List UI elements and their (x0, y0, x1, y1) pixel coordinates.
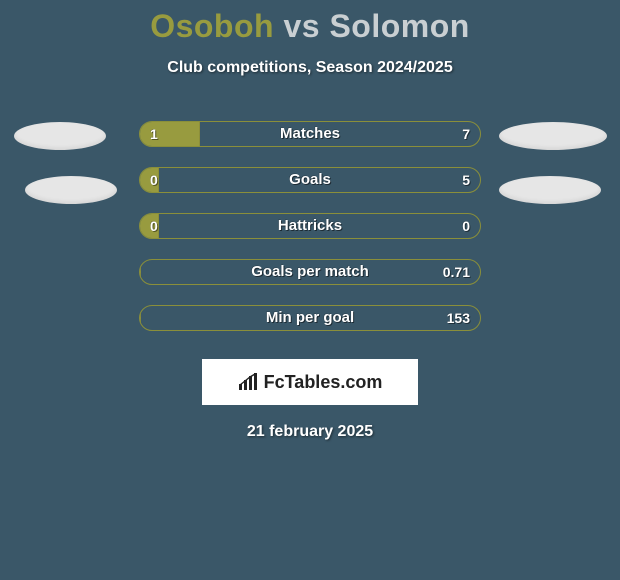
stat-value-right: 153 (447, 305, 470, 331)
stat-value-right: 5 (462, 167, 470, 193)
bar-track (139, 259, 481, 285)
subtitle: Club competitions, Season 2024/2025 (0, 59, 620, 77)
stat-value-left: 0 (150, 167, 158, 193)
stat-value-right: 0.71 (443, 259, 470, 285)
decorative-ellipse (25, 176, 117, 204)
logo-text: FcTables.com (264, 372, 383, 393)
decorative-ellipse (499, 122, 607, 150)
vs-separator: vs (274, 8, 329, 44)
bar-fill-left (140, 260, 141, 284)
decorative-ellipse (14, 122, 106, 150)
stat-value-left: 0 (150, 213, 158, 239)
logo-box: FcTables.com (202, 359, 418, 405)
logo: FcTables.com (238, 372, 383, 393)
bar-fill-left (140, 122, 200, 146)
bar-track (139, 167, 481, 193)
player-a-name: Osoboh (150, 8, 274, 44)
comparison-card: Osoboh vs Solomon Club competitions, Sea… (0, 0, 620, 580)
bar-track (139, 213, 481, 239)
stat-value-right: 7 (462, 121, 470, 147)
decorative-ellipse (499, 176, 601, 204)
player-b-name: Solomon (329, 8, 469, 44)
stat-row: Goals per match0.71 (0, 249, 620, 295)
page-title: Osoboh vs Solomon (0, 0, 620, 45)
stat-row: Hattricks00 (0, 203, 620, 249)
footer-date: 21 february 2025 (0, 423, 620, 441)
bar-track (139, 305, 481, 331)
bars-icon (238, 373, 260, 391)
bar-track (139, 121, 481, 147)
stat-value-left: 1 (150, 121, 158, 147)
stat-value-right: 0 (462, 213, 470, 239)
stat-row: Min per goal153 (0, 295, 620, 341)
bar-fill-left (140, 306, 141, 330)
